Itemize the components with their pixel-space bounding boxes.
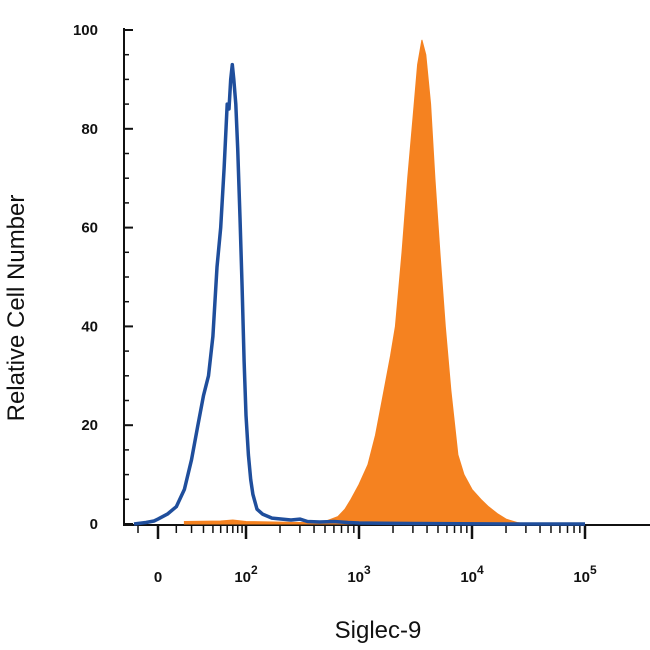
y-tick-label: 60 [81, 220, 98, 237]
x-tick-label: 0 [154, 569, 162, 586]
tick-labels: 0 20 40 60 80 100 0 102 103 104 105 [73, 22, 597, 586]
stained-histogram [183, 39, 526, 525]
control-histogram [133, 62, 585, 526]
x-tick-label: 104 [460, 563, 484, 586]
x-axis-title: Siglec-9 [335, 617, 422, 644]
y-tick-label: 40 [81, 318, 98, 335]
x-tick-label: 103 [347, 563, 371, 586]
plot-area [133, 39, 585, 526]
x-tick-label: 105 [573, 563, 597, 586]
x-tick-label: 102 [234, 563, 258, 586]
y-tick-label: 20 [81, 417, 98, 434]
y-axis-title: Relative Cell Number [3, 195, 30, 422]
y-tick-label: 80 [81, 121, 98, 138]
y-tick-label: 0 [90, 516, 98, 533]
y-tick-label: 100 [73, 22, 98, 39]
